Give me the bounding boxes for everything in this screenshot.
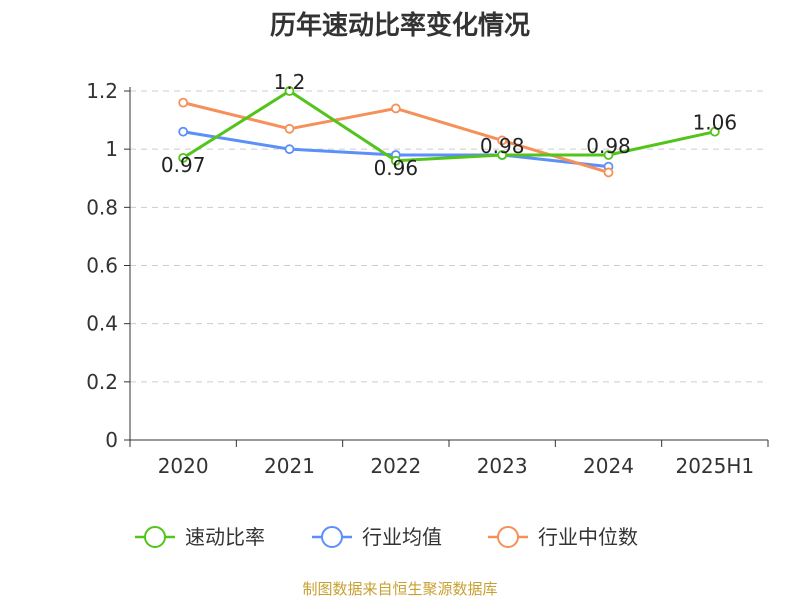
- data-point: [390, 155, 401, 166]
- chart-title: 历年速动比率变化情况: [270, 10, 530, 41]
- y-tick-label: 0.2: [86, 370, 118, 394]
- data-point: [709, 126, 720, 137]
- data-point: [178, 152, 189, 163]
- data-point: [178, 97, 189, 108]
- y-tick-label: 0.8: [86, 195, 118, 219]
- data-point: [497, 135, 508, 146]
- legend-marker: [497, 526, 519, 548]
- legend-marker: [144, 526, 166, 548]
- x-tick-label: 2025H1: [675, 454, 754, 478]
- source-note: 制图数据来自恒生聚源数据库: [302, 580, 497, 598]
- data-label: 0.96: [374, 156, 419, 180]
- y-tick-label: 1.2: [86, 79, 118, 103]
- data-point: [284, 123, 295, 134]
- axes: 0 0.2 0.4 0.6 0.8 1 1.2 2020 2021 2022 2023 2024 202…: [86, 79, 769, 478]
- data-labels: 0.97 1.2 0.96 0.98 0.98 1.06: [161, 70, 737, 180]
- data-point: [178, 126, 189, 137]
- data-label: 0.98: [480, 134, 525, 158]
- legend-label: 行业均值: [362, 525, 442, 549]
- legend-label: 行业中位数: [538, 525, 638, 549]
- data-point: [497, 150, 508, 160]
- data-label: 0.98: [586, 134, 631, 158]
- x-tick-label: 2024: [583, 454, 634, 478]
- legend-item-0[interactable]: 速动比率: [135, 525, 265, 549]
- data-point: [390, 103, 401, 114]
- legend-item-2[interactable]: 行业中位数: [488, 525, 638, 549]
- data-label: 0.97: [161, 153, 206, 177]
- data-label: 1.06: [693, 111, 738, 135]
- y-tick-label: 0.4: [86, 312, 118, 336]
- data-point: [284, 144, 295, 155]
- series-group: [178, 86, 720, 178]
- legend[interactable]: 速动比率 行业均值 行业中位数: [135, 525, 638, 549]
- data-point: [603, 167, 614, 178]
- data-point: [603, 150, 614, 160]
- gridlines: [130, 90, 768, 383]
- x-tick-label: 2023: [477, 454, 528, 478]
- x-tick-label: 2022: [370, 454, 421, 478]
- x-tick-label: 2020: [158, 454, 209, 478]
- y-tick-label: 0: [105, 428, 118, 452]
- y-tick-label: 0.6: [86, 254, 118, 278]
- data-label: 1.2: [274, 70, 306, 94]
- legend-item-1[interactable]: 行业均值: [312, 525, 442, 549]
- x-tick-label: 2021: [264, 454, 315, 478]
- legend-marker: [321, 526, 343, 548]
- series-line-0: [181, 89, 717, 163]
- y-tick-label: 1: [105, 137, 118, 161]
- data-point: [284, 86, 295, 96]
- legend-label: 速动比率: [185, 525, 265, 549]
